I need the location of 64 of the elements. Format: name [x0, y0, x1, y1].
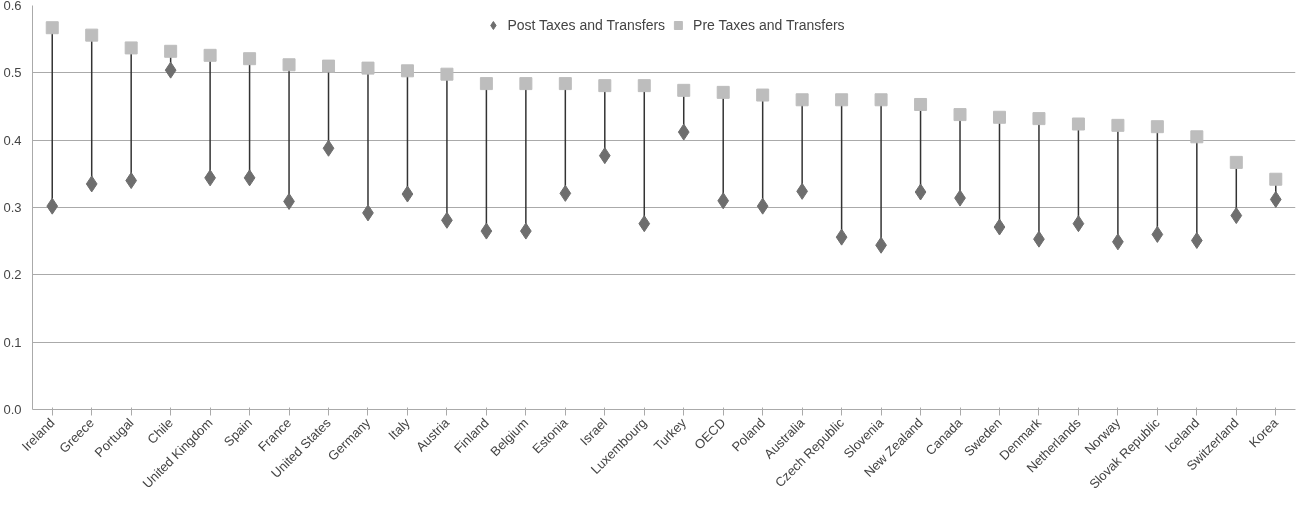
point: [45, 21, 59, 35]
point: [282, 58, 296, 72]
point: [795, 93, 809, 107]
y-tick-label: 0.3: [3, 200, 22, 215]
point: [1190, 130, 1204, 144]
y-tick-label: 0.4: [3, 132, 22, 148]
point: [46, 197, 59, 215]
point: [993, 218, 1006, 236]
point: [953, 108, 967, 122]
point: [400, 64, 414, 78]
point: [677, 83, 691, 97]
point: [479, 77, 493, 91]
point: [243, 52, 257, 66]
point: [914, 183, 927, 201]
point: [598, 79, 612, 93]
legend-label: Post Taxes and Transfers: [507, 17, 666, 33]
point: [440, 67, 454, 81]
point: [1269, 190, 1282, 208]
point: [1190, 231, 1203, 249]
point: [124, 41, 138, 55]
point: [835, 228, 848, 246]
point: [992, 110, 1006, 124]
y-tick-label: 0.1: [3, 334, 22, 350]
point: [716, 85, 730, 99]
point: [1072, 215, 1085, 233]
legend-label: Pre Taxes and Transfers: [693, 17, 845, 33]
y-tick-label: 0.0: [3, 402, 22, 417]
point: [638, 215, 651, 233]
point: [914, 97, 928, 111]
point: [1071, 117, 1085, 131]
point: [401, 185, 414, 203]
point: [756, 88, 770, 102]
point: [164, 44, 178, 58]
point: [519, 77, 533, 91]
point: [1269, 172, 1283, 186]
point: [1150, 120, 1164, 134]
point: [164, 61, 177, 79]
point: [835, 93, 849, 107]
y-tick-label: 0.5: [3, 65, 22, 81]
point: [85, 175, 98, 193]
point: [1230, 207, 1243, 225]
point: [85, 28, 99, 42]
point: [203, 48, 217, 62]
point: [361, 61, 375, 75]
point: [598, 147, 611, 165]
point: [1151, 225, 1164, 243]
point: [559, 184, 572, 202]
point: [756, 197, 769, 215]
point: [480, 222, 493, 240]
point: [1111, 118, 1125, 132]
point: [322, 139, 335, 157]
point: [322, 59, 336, 73]
point: [717, 192, 730, 210]
point: [125, 172, 138, 190]
point: [1229, 155, 1243, 169]
point: [874, 93, 888, 107]
y-tick-label: 0.6: [3, 0, 22, 13]
point: [637, 79, 651, 93]
point: [558, 77, 572, 91]
point: [243, 169, 256, 187]
y-tick-label: 0.2: [3, 267, 22, 283]
x-tick-label: Italy: [385, 414, 414, 443]
point: [1032, 112, 1046, 126]
point: [677, 123, 690, 141]
